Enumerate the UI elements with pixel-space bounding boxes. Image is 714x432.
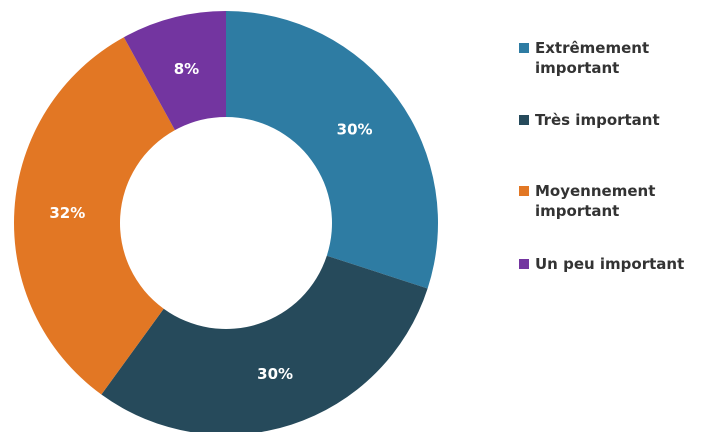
pie-slice [123, 11, 226, 131]
legend-item-tres-important: Très important [519, 110, 660, 130]
legend-swatch [519, 259, 529, 269]
data-label: 32% [49, 204, 85, 222]
legend-label: Extrêmement important [535, 39, 650, 77]
legend-item-extremement-important: Extrêmement important [519, 38, 709, 78]
legend-swatch [519, 43, 529, 53]
legend-item-un-peu-important: Un peu important [519, 254, 684, 274]
legend-swatch [519, 115, 529, 125]
legend-label: Moyennement important [535, 182, 656, 220]
legend-swatch [519, 186, 529, 196]
data-label: 30% [337, 121, 373, 139]
legend-label: Un peu important [535, 255, 685, 273]
pie-slice [101, 255, 428, 432]
data-label: 8% [174, 60, 199, 78]
pie-slice [13, 37, 175, 395]
legend-label: Très important [535, 111, 660, 129]
legend-item-moyennement-important: Moyennement important [519, 181, 709, 221]
data-label: 30% [257, 365, 293, 383]
pie-slice [226, 11, 439, 289]
